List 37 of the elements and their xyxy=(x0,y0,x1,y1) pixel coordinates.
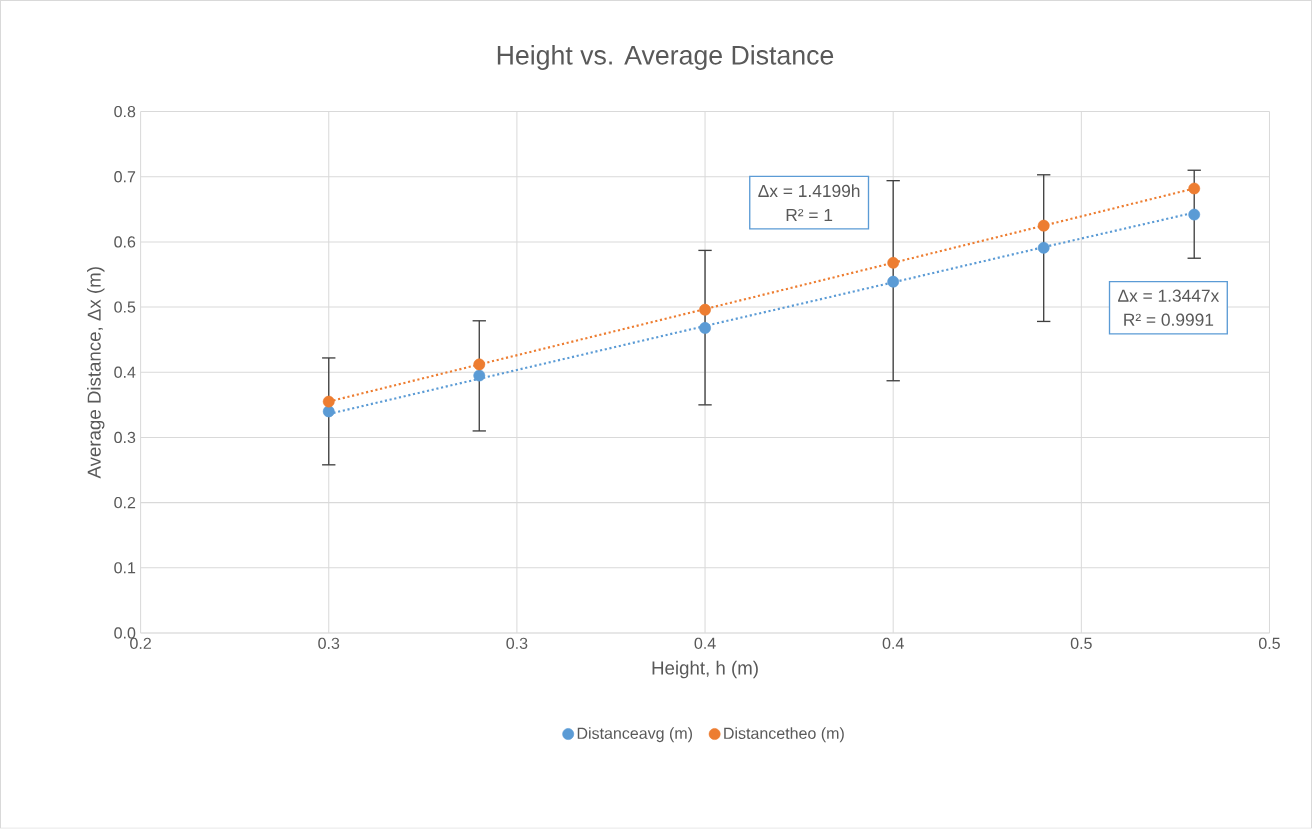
x-tick-label: 0.5 xyxy=(1258,637,1280,650)
point xyxy=(322,395,335,408)
point xyxy=(1188,182,1201,195)
point xyxy=(322,405,335,418)
y-tick-label: 0.2 xyxy=(114,497,136,509)
annotation: Δx = 1.4199h xyxy=(758,184,860,198)
y-tick-label: 0.7 xyxy=(114,171,136,183)
point xyxy=(473,369,486,382)
point xyxy=(1037,219,1050,232)
y-tick-label: 0.1 xyxy=(114,562,136,574)
x-axis-title: Height, h (m) xyxy=(652,661,758,679)
y-tick-label: 0.0 xyxy=(114,627,136,639)
x-tick-label: 0.2 xyxy=(130,637,151,650)
y-tick-label: 0.8 xyxy=(114,106,136,118)
point xyxy=(887,257,900,269)
y-tick-label: 0.6 xyxy=(114,236,136,248)
x-tick-label: 0.3 xyxy=(318,637,340,650)
y-tick-label: 0.3 xyxy=(114,431,136,444)
point xyxy=(1188,208,1201,221)
point xyxy=(699,322,711,335)
y-axis-title: Average Distance, Δx (m) xyxy=(87,267,105,479)
legend-label: Distanceavg (m) xyxy=(577,727,692,743)
legend-label: Distancetheo (m) xyxy=(724,727,844,743)
chart-title: Height vs. Average Distance xyxy=(497,45,834,71)
x-tick-label: 0.5 xyxy=(1070,637,1092,650)
annotation: R² = 0.9991 xyxy=(1124,313,1214,327)
y-tick-label: 0.5 xyxy=(114,301,136,313)
point xyxy=(1037,242,1050,254)
x-tick-label: 0.4 xyxy=(882,637,904,650)
annotation: R² = 1 xyxy=(786,209,833,222)
point xyxy=(699,304,711,316)
point xyxy=(473,358,486,371)
annotation: Δx = 1.3447x xyxy=(1118,289,1220,303)
x-tick-label: 0.3 xyxy=(506,637,528,650)
point xyxy=(887,276,900,288)
x-tick-label: 0.4 xyxy=(694,637,716,650)
y-tick-label: 0.4 xyxy=(114,366,136,379)
